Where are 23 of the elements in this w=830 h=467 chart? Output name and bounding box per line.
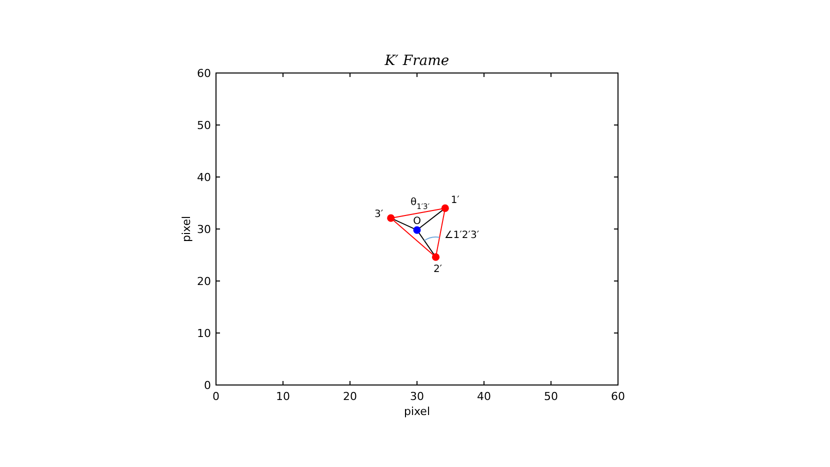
annotation: 3′ [374,208,384,220]
y-tick-label: 20 [197,275,211,288]
annotation: 1′ [450,194,460,206]
y-axis-title: pixel [180,216,193,242]
y-tick-label: 10 [197,327,211,340]
y-tick-label: 30 [197,223,211,236]
annotation: 2′ [433,264,443,275]
x-tick-label: 0 [212,390,220,403]
annotation: θ$_{1′3′}$ [410,196,430,211]
chart-title: K′ Frame [384,53,450,69]
annotation: O [413,216,422,227]
x-tick-label: 40 [477,390,491,403]
x-tick-label: 30 [410,390,424,403]
annotation: ∠1′2′3′ [444,230,480,241]
y-tick-label: 50 [197,119,211,132]
y-tick-label: 40 [197,171,211,184]
x-axis-title: pixel [404,405,430,418]
x-tick-label: 60 [611,390,625,403]
x-tick-label: 10 [276,390,290,403]
y-tick-label: 60 [197,67,211,80]
x-tick-label: 20 [343,390,357,403]
x-tick-label: 50 [544,390,558,403]
y-tick-label: 0 [204,379,211,392]
